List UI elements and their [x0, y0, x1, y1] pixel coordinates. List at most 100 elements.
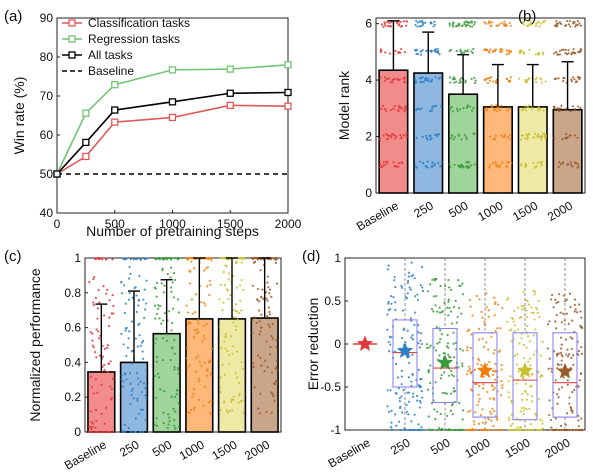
data-dot: [203, 324, 206, 328]
data-dot: [508, 396, 511, 399]
data-dot: [482, 345, 486, 348]
data-dot: [379, 162, 382, 166]
data-dot: [236, 350, 239, 353]
data-dot: [440, 428, 443, 432]
data-dot: [386, 134, 389, 137]
data-dot: [565, 19, 569, 23]
data-dot: [142, 298, 145, 301]
data-dot: [198, 360, 201, 363]
data-dot: [445, 345, 449, 348]
data-dot: [473, 163, 476, 166]
data-dot: [522, 290, 525, 294]
data-dot: [527, 78, 530, 81]
data-dot: [433, 277, 436, 280]
data-dot: [222, 270, 225, 274]
data-dot: [240, 309, 243, 312]
data-dot: [123, 257, 126, 261]
data-dot: [439, 284, 442, 288]
data-dot: [564, 48, 567, 52]
data-dot: [138, 322, 141, 325]
data-dot: [522, 51, 525, 54]
data-dot: [228, 363, 231, 366]
data-dot: [128, 277, 131, 280]
data-dot: [401, 309, 404, 312]
data-dot: [136, 397, 139, 400]
data-dot: [89, 430, 93, 434]
data-dot: [419, 81, 422, 84]
data-dot: [393, 164, 396, 168]
data-dot: [524, 163, 527, 166]
data-dot: [416, 293, 419, 296]
data-dot: [231, 345, 234, 348]
data-dot: [491, 384, 494, 387]
data-dot: [170, 290, 173, 293]
data-dot: [523, 357, 526, 360]
data-dot: [577, 105, 580, 108]
data-dot: [540, 164, 543, 167]
data-dot: [432, 164, 436, 167]
data-dot: [494, 80, 497, 83]
data-dot: [405, 410, 408, 413]
data-dot: [536, 308, 539, 311]
data-dot: [569, 160, 572, 164]
data-dot: [421, 23, 425, 27]
data-dot: [458, 108, 462, 111]
data-dot: [419, 428, 422, 432]
data-dot: [129, 258, 132, 261]
panel-label: (b): [518, 8, 536, 25]
data-dot: [525, 78, 529, 82]
data-dot: [553, 78, 556, 81]
data-dot: [416, 25, 419, 28]
data-dot: [169, 257, 172, 260]
data-dot: [524, 81, 528, 84]
y-tick-label: 90: [40, 11, 54, 25]
data-dot: [418, 406, 421, 409]
data-dot: [500, 380, 503, 383]
data-dot: [167, 423, 170, 426]
data-dot: [464, 25, 468, 28]
data-point: [226, 89, 234, 97]
data-dot: [390, 421, 393, 424]
data-dot: [136, 377, 140, 380]
data-dot: [185, 256, 189, 260]
data-dot: [425, 134, 428, 137]
data-dot: [389, 343, 392, 346]
data-dot: [494, 164, 497, 167]
data-dot: [419, 160, 422, 163]
data-dot: [568, 402, 571, 405]
data-dot: [538, 418, 541, 421]
data-dot: [447, 353, 450, 356]
data-dot: [121, 429, 124, 432]
data-dot: [170, 395, 173, 398]
data-dot: [447, 374, 451, 377]
data-dot: [507, 80, 510, 83]
data-dot: [556, 363, 559, 366]
data-dot: [564, 136, 567, 139]
data-dot: [473, 423, 476, 426]
data-dot: [269, 345, 272, 349]
legend-label: All tasks: [88, 48, 133, 62]
legend-label: Regression tasks: [88, 32, 180, 46]
data-dot: [556, 107, 559, 110]
data-dot: [429, 134, 432, 137]
data-dot: [579, 47, 582, 50]
data-dot: [234, 372, 237, 375]
data-dot: [123, 430, 127, 434]
data-dot: [507, 416, 510, 419]
data-dot: [457, 134, 461, 137]
data-dot: [405, 133, 408, 136]
data-dot: [431, 105, 434, 108]
data-dot: [430, 22, 433, 25]
data-dot: [478, 385, 481, 388]
data-dot: [459, 428, 462, 432]
data-dot: [576, 23, 580, 27]
data-dot: [406, 292, 409, 295]
data-dot: [461, 293, 465, 296]
data-dot: [205, 369, 208, 372]
data-dot: [387, 77, 391, 80]
data-dot: [434, 349, 437, 352]
data-dot: [274, 367, 277, 370]
data-dot: [573, 298, 577, 301]
data-dot: [421, 76, 424, 79]
data-dot: [447, 428, 451, 431]
